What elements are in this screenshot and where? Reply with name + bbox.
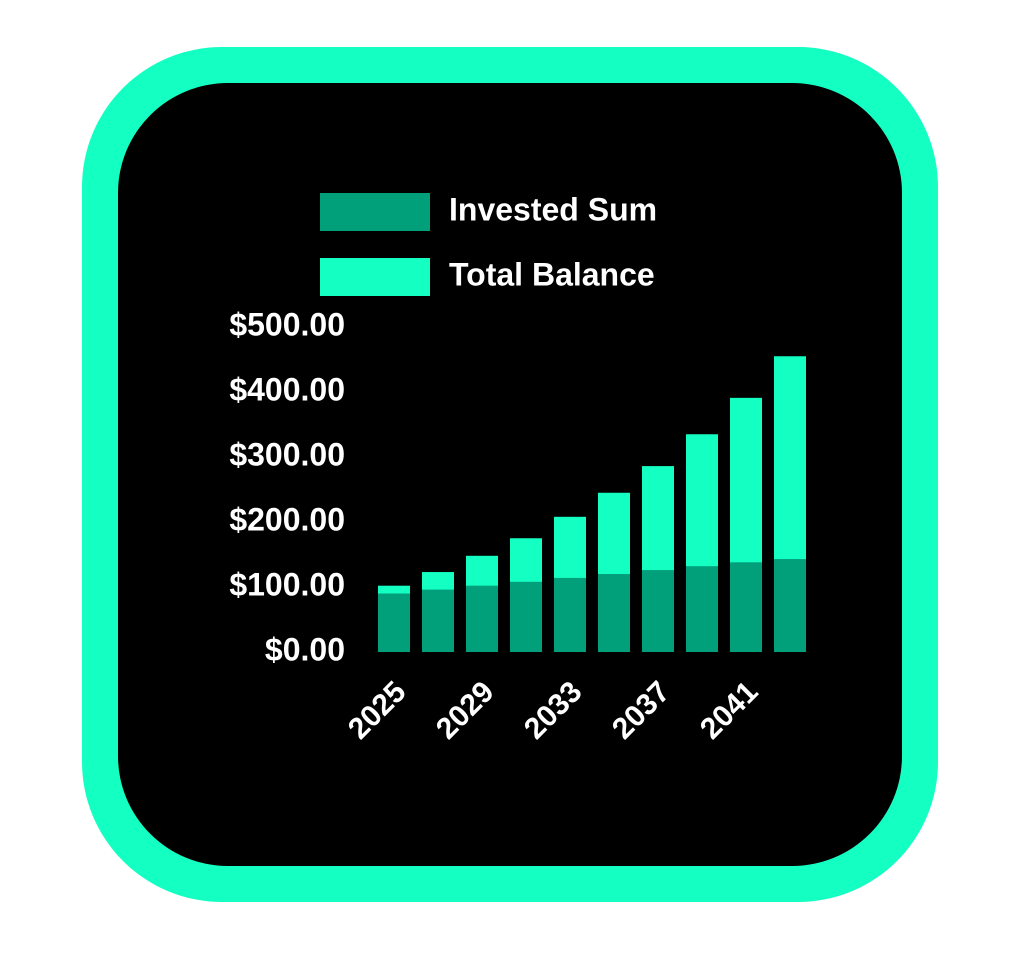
bar [378, 593, 410, 652]
legend-swatch [320, 193, 430, 231]
y-tick-label: $400.00 [229, 371, 345, 407]
bar [774, 559, 806, 652]
bar [466, 585, 498, 652]
bar [686, 566, 718, 652]
y-tick-label: $200.00 [229, 501, 345, 537]
bar [642, 570, 674, 652]
icon-background [118, 83, 902, 866]
legend-label: Total Balance [449, 256, 655, 292]
legend-label: Invested Sum [449, 191, 657, 227]
bar [598, 574, 630, 652]
y-tick-label: $500.00 [229, 306, 345, 342]
y-tick-label: $0.00 [265, 631, 345, 667]
bar [510, 581, 542, 652]
y-tick-label: $100.00 [229, 566, 345, 602]
bar [422, 589, 454, 652]
y-tick-label: $300.00 [229, 436, 345, 472]
bar [554, 577, 586, 652]
bar [730, 562, 762, 652]
legend-swatch [320, 258, 430, 296]
